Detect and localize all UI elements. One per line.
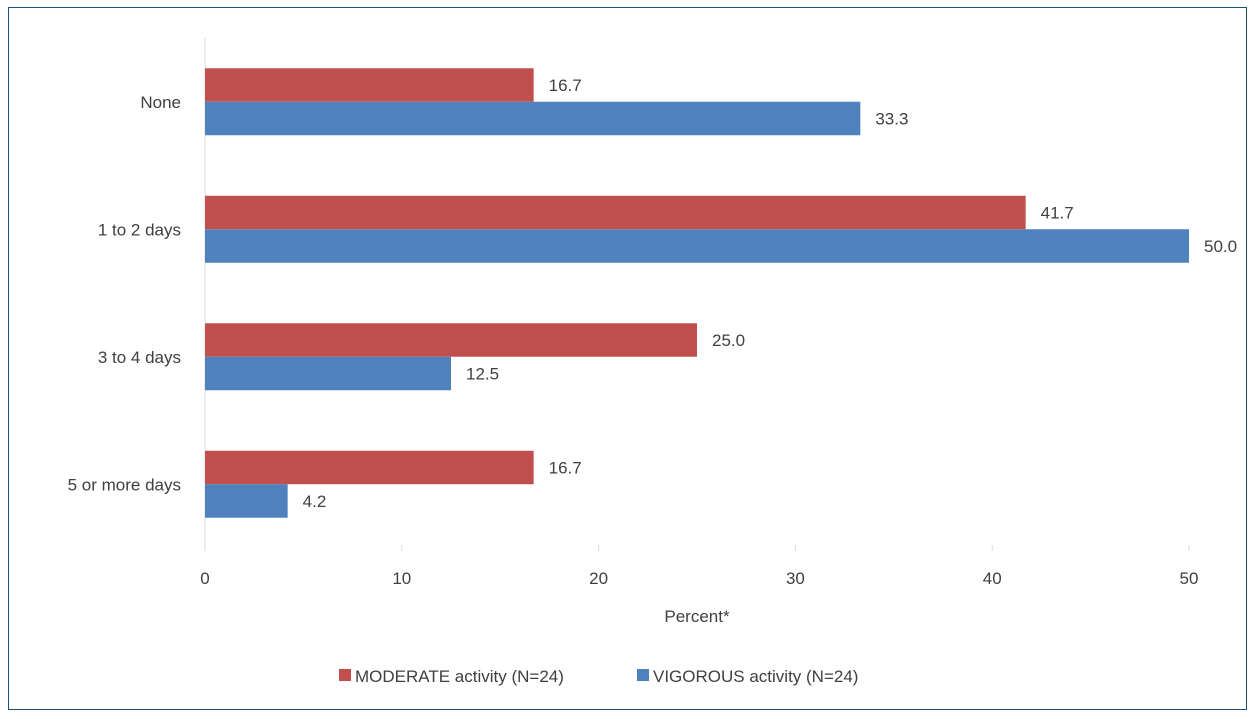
- data-label: 12.5: [466, 365, 499, 384]
- data-label: 25.0: [712, 331, 745, 350]
- bar: [205, 484, 288, 518]
- bar: [205, 229, 1189, 263]
- bar: [205, 450, 534, 485]
- bar: [205, 195, 1026, 230]
- x-tick-group: 0 10 20 30 40 50: [200, 545, 1198, 588]
- legend-label: MODERATE activity (N=24): [355, 667, 564, 686]
- category-label: 1 to 2 days: [98, 220, 181, 239]
- bar: [205, 356, 451, 391]
- category-label: 5 or more days: [68, 475, 181, 494]
- data-labels-group: 16.7 33.3 41.7 50.0 25.0 12.5 16.7 4.2: [303, 76, 1237, 511]
- x-tick-label: 40: [983, 569, 1002, 588]
- legend-swatch: [637, 669, 649, 681]
- x-tick-label: 10: [392, 569, 411, 588]
- x-tick-label: 0: [200, 569, 209, 588]
- bar: [205, 323, 697, 357]
- bar: [205, 68, 534, 102]
- category-label: None: [140, 93, 181, 112]
- legend: MODERATE activity (N=24) VIGOROUS activit…: [339, 667, 858, 686]
- x-tick-label: 30: [786, 569, 805, 588]
- data-label: 50.0: [1204, 237, 1237, 256]
- category-labels-group: None 1 to 2 days 3 to 4 days 5 or more days: [68, 93, 181, 495]
- bar: [205, 101, 861, 136]
- x-axis-label: Percent*: [664, 607, 730, 626]
- category-label: 3 to 4 days: [98, 348, 181, 367]
- data-label: 4.2: [303, 492, 327, 511]
- x-tick-label: 20: [589, 569, 608, 588]
- data-label: 16.7: [549, 459, 582, 478]
- bars-group: [205, 68, 1189, 518]
- legend-swatch: [339, 669, 351, 681]
- x-tick-label: 50: [1180, 569, 1199, 588]
- data-label: 16.7: [549, 76, 582, 95]
- legend-label: VIGOROUS activity (N=24): [653, 667, 858, 686]
- data-label: 33.3: [875, 110, 908, 129]
- data-label: 41.7: [1041, 204, 1074, 223]
